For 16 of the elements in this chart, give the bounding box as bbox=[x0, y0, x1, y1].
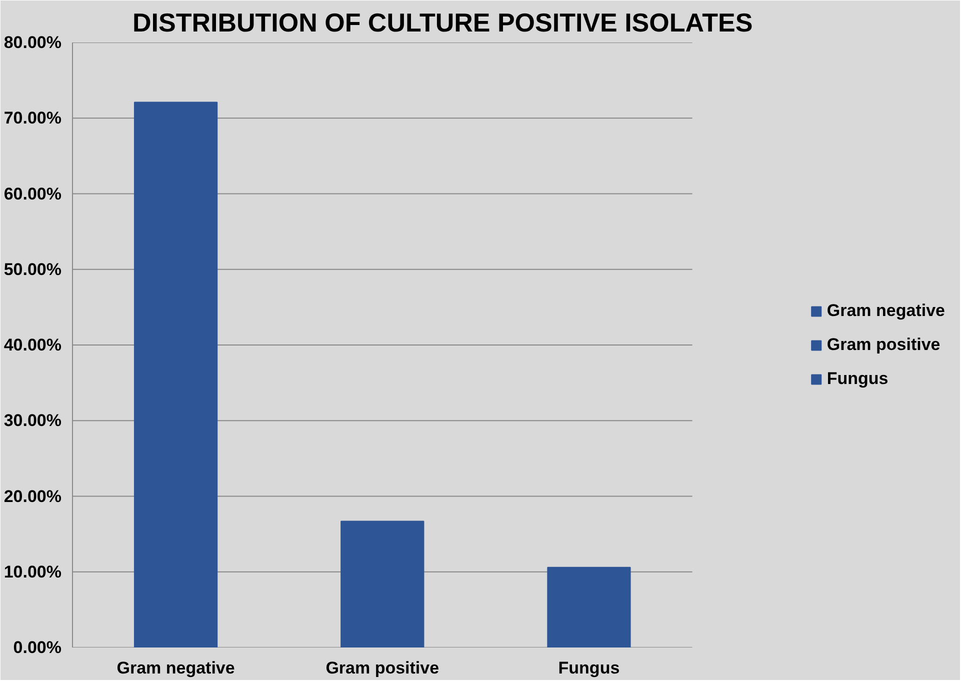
legend-label: Gram positive bbox=[826, 334, 940, 354]
y-tick-label: 80.00% bbox=[4, 33, 62, 52]
y-tick-label: 30.00% bbox=[4, 411, 62, 430]
legend-label: Fungus bbox=[826, 368, 888, 388]
x-tick-label: Gram negative bbox=[116, 658, 235, 678]
x-tick-label: Gram positive bbox=[326, 658, 440, 678]
y-tick-label: 0.00% bbox=[13, 638, 62, 657]
chart-title: DISTRIBUTION OF CULTURE POSITIVE ISOLATES bbox=[132, 8, 753, 38]
y-tick-label: 50.00% bbox=[4, 260, 62, 279]
x-tick-label: Fungus bbox=[558, 658, 620, 678]
y-tick-label: 40.00% bbox=[4, 336, 62, 354]
y-tick-label: 60.00% bbox=[4, 184, 62, 204]
legend-label: Gram negative bbox=[826, 300, 945, 320]
y-tick-label: 70.00% bbox=[4, 108, 62, 128]
y-tick-label: 20.00% bbox=[4, 486, 62, 506]
y-tick-label: 10.00% bbox=[4, 562, 62, 582]
